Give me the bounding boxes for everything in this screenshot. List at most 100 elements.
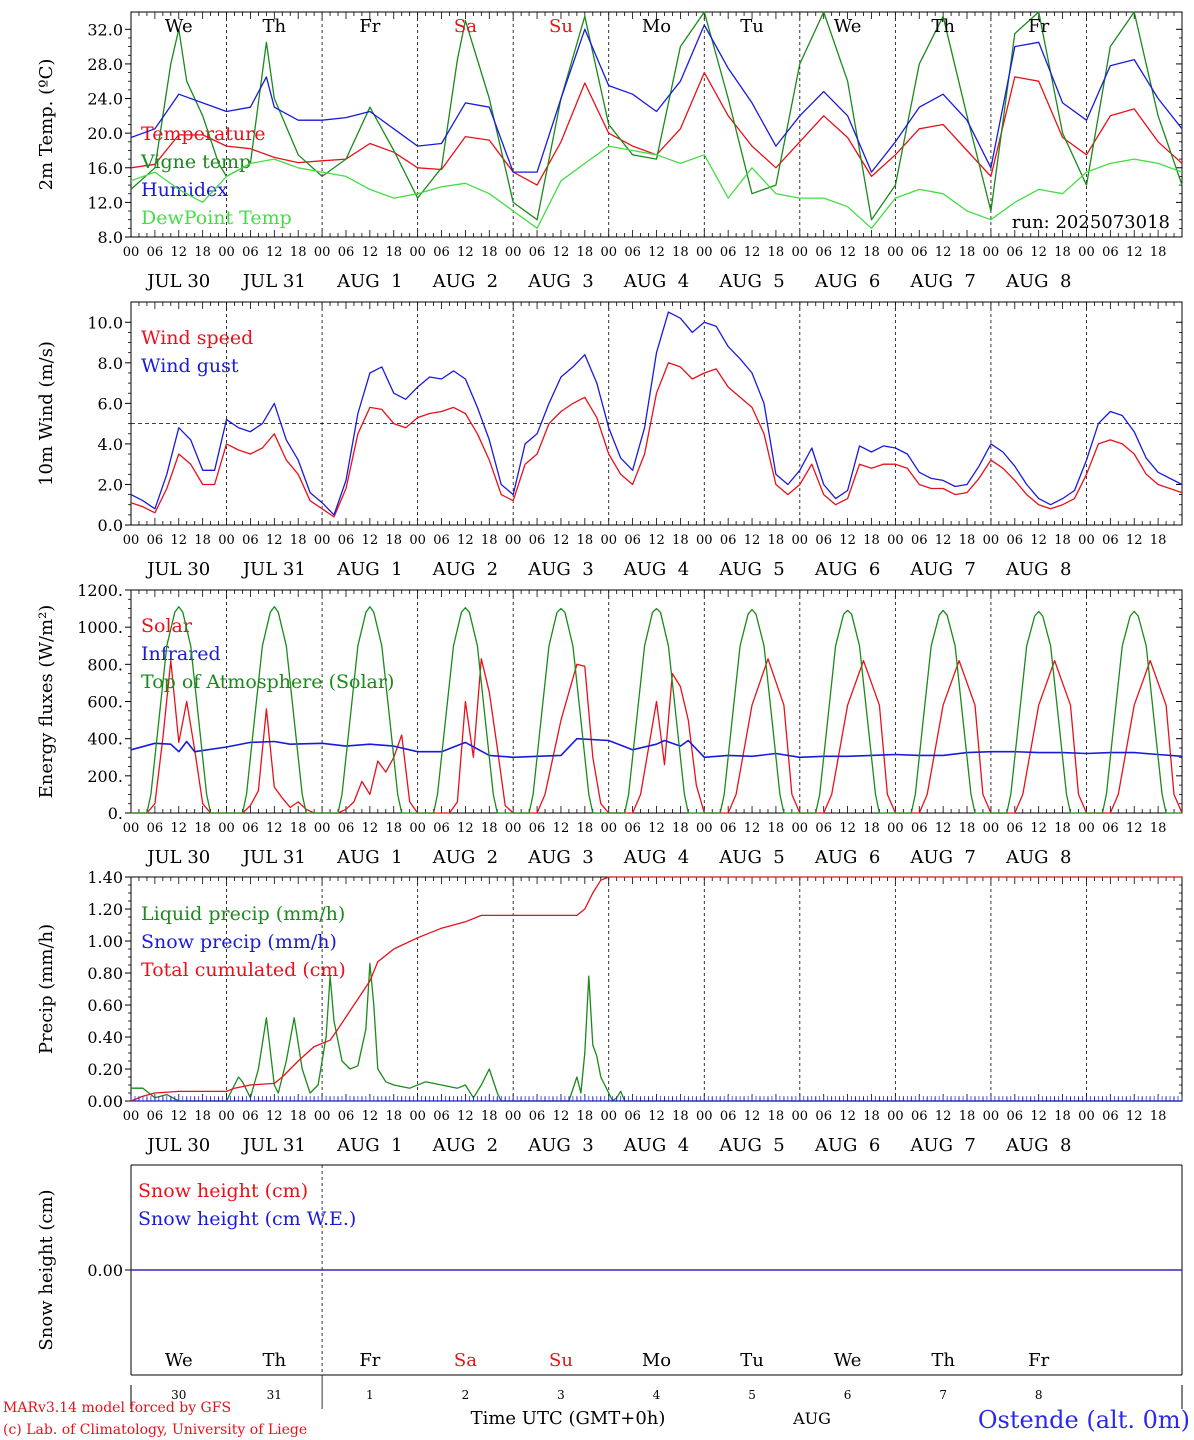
y-tick-label: 1200. <box>77 581 123 600</box>
hour-tick-label: 06 <box>720 821 737 836</box>
hour-tick-label: 18 <box>768 245 785 260</box>
hour-tick-label: 12 <box>648 533 665 548</box>
date-label: JUL 31 <box>241 1135 306 1156</box>
hour-tick-label: 12 <box>457 533 474 548</box>
date-label: AUG 6 <box>814 847 880 868</box>
date-label: JUL 30 <box>145 847 210 868</box>
hour-tick-label: 00 <box>218 533 235 548</box>
bottom-day-number: 8 <box>1035 1388 1043 1402</box>
day-name-label: Tu <box>740 16 764 37</box>
hour-tick-label: 18 <box>194 533 211 548</box>
hour-tick-label: 12 <box>1126 1109 1143 1124</box>
series-line-solar <box>131 658 1183 814</box>
hour-tick-label: 00 <box>887 245 904 260</box>
date-label: AUG 3 <box>527 271 593 292</box>
date-label: AUG 2 <box>432 1135 498 1156</box>
hour-tick-label: 06 <box>911 533 928 548</box>
hour-tick-label: 00 <box>505 533 522 548</box>
date-label: AUG 8 <box>1005 847 1071 868</box>
hour-tick-label: 00 <box>1078 533 1095 548</box>
day-name-label: Fr <box>359 16 380 37</box>
hour-tick-label: 06 <box>1102 245 1119 260</box>
hour-tick-label: 12 <box>170 1109 187 1124</box>
legend-entry: Top of Atmosphere (Solar) <box>141 671 394 693</box>
hour-tick-label: 00 <box>505 821 522 836</box>
hour-tick-label: 18 <box>959 821 976 836</box>
y-axis-label: Precip (mm/h) <box>36 924 57 1054</box>
hour-tick-label: 18 <box>672 1109 689 1124</box>
hour-tick-label: 06 <box>624 821 641 836</box>
hour-tick-label: 18 <box>863 533 880 548</box>
bottom-day-number: 30 <box>171 1388 186 1402</box>
bottom-day-number: 1 <box>366 1388 374 1402</box>
y-axis-label: Energy fluxes (W/m²) <box>36 605 57 799</box>
hour-tick-label: 06 <box>242 821 259 836</box>
y-tick-label: 600. <box>87 693 123 712</box>
series-line-temperature <box>130 71 1183 186</box>
date-label: AUG 4 <box>623 559 689 580</box>
bottom-day-name: We <box>834 1350 862 1371</box>
bottom-day-name: Sa <box>454 1350 477 1371</box>
hour-tick-label: 00 <box>123 533 140 548</box>
date-label: AUG 7 <box>909 271 975 292</box>
hour-tick-label: 06 <box>815 533 832 548</box>
hour-tick-label: 06 <box>1007 245 1024 260</box>
day-name-label: Fr <box>1028 16 1049 37</box>
hour-tick-label: 06 <box>1102 821 1119 836</box>
date-label: JUL 30 <box>145 559 210 580</box>
hour-tick-label: 12 <box>1126 533 1143 548</box>
hour-tick-label: 00 <box>218 821 235 836</box>
hour-tick-label: 00 <box>314 821 331 836</box>
y-tick-label: 10.0 <box>87 313 123 332</box>
series-line-top-of-atmosphere-solar- <box>131 606 1182 814</box>
series-line-infrared <box>130 737 1183 759</box>
hour-tick-label: 00 <box>314 533 331 548</box>
hour-tick-label: 06 <box>433 821 450 836</box>
date-label: AUG 3 <box>527 847 593 868</box>
credit-line-1: MARv3.14 model forced by GFS <box>3 1400 231 1416</box>
station-name: Ostende (alt. 0m) <box>978 1406 1190 1434</box>
hour-tick-label: 12 <box>170 821 187 836</box>
hour-tick-label: 06 <box>529 245 546 260</box>
hour-tick-label: 06 <box>147 533 164 548</box>
y-tick-label: 0. <box>108 804 123 823</box>
hour-tick-label: 00 <box>887 1109 904 1124</box>
hour-tick-label: 06 <box>624 533 641 548</box>
hour-tick-label: 00 <box>696 533 713 548</box>
bottom-day-number: 2 <box>462 1388 470 1402</box>
bottom-day-name: We <box>165 1350 193 1371</box>
hour-tick-label: 18 <box>1150 245 1167 260</box>
series-line-wind-gust <box>130 311 1183 516</box>
hour-tick-label: 18 <box>385 245 402 260</box>
y-tick-label: 28.0 <box>87 55 123 74</box>
hour-tick-label: 06 <box>338 1109 355 1124</box>
bottom-day-number: 4 <box>653 1388 661 1402</box>
series-line-humidex <box>130 24 1183 173</box>
y-axis-label: 10m Wind (m/s) <box>36 341 57 486</box>
y-axis-label: Snow height (cm) <box>36 1189 57 1350</box>
y-tick-label: 20.0 <box>87 124 123 143</box>
hour-tick-label: 00 <box>983 533 1000 548</box>
hour-tick-label: 06 <box>911 1109 928 1124</box>
hour-tick-label: 00 <box>1078 1109 1095 1124</box>
date-label: AUG 5 <box>718 271 784 292</box>
date-label: AUG 1 <box>336 847 402 868</box>
bottom-day-name: Fr <box>359 1350 380 1371</box>
hour-tick-label: 18 <box>385 533 402 548</box>
series-line-dewpoint-temp <box>130 145 1183 229</box>
hour-tick-label: 12 <box>553 1109 570 1124</box>
hour-tick-label: 12 <box>935 1109 952 1124</box>
hour-tick-label: 12 <box>1030 245 1047 260</box>
hour-tick-label: 12 <box>648 1109 665 1124</box>
date-label: AUG 7 <box>909 847 975 868</box>
hour-tick-label: 06 <box>338 533 355 548</box>
hour-tick-label: 12 <box>935 533 952 548</box>
y-tick-label: 4.0 <box>98 435 123 454</box>
hour-tick-label: 18 <box>959 1109 976 1124</box>
legend-entry: Wind gust <box>141 355 239 377</box>
hour-tick-label: 18 <box>577 1109 594 1124</box>
hour-tick-label: 12 <box>744 533 761 548</box>
hour-tick-label: 00 <box>314 1109 331 1124</box>
y-tick-label: 1.40 <box>87 868 123 887</box>
hour-tick-label: 12 <box>935 821 952 836</box>
